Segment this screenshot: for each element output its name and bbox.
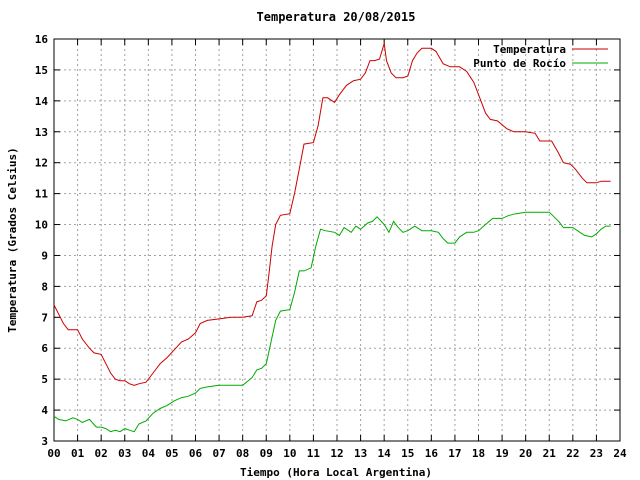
y-tick-label: 4 [41,404,48,417]
x-tick-label: 20 [519,447,532,460]
y-tick-label: 11 [35,188,49,201]
y-tick-label: 10 [35,219,48,232]
y-tick-label: 8 [41,280,48,293]
x-tick-label: 21 [543,447,557,460]
x-tick-label: 16 [425,447,439,460]
y-tick-label: 13 [35,126,48,139]
y-axis: 3 4 5 6 7 8 9 10 11 12 13 14 15 16 [35,33,620,448]
x-tick-label: 09 [260,447,273,460]
y-tick-label: 6 [41,342,48,355]
series-line-punto-de-rocio [53,211,611,433]
x-tick-label: 12 [330,447,343,460]
y-tick-label: 12 [35,157,48,170]
x-tick-label: 08 [236,447,249,460]
chart-title: Temperatura 20/08/2015 [257,10,416,24]
x-tick-label: 07 [212,447,225,460]
x-tick-label: 22 [566,447,579,460]
x-tick-label: 23 [590,447,603,460]
legend-label: Temperatura [493,43,566,56]
x-axis: 00 01 02 03 04 05 06 07 08 09 10 11 12 13 14 15 16 17 18 19… [47,39,627,460]
series-lines [53,43,611,433]
y-tick-label: 16 [35,33,49,46]
x-tick-label: 03 [118,447,131,460]
y-tick-label: 5 [41,373,48,386]
x-tick-label: 17 [448,447,461,460]
x-tick-label: 06 [189,447,203,460]
x-tick-label: 04 [142,447,156,460]
legend-label: Punto de Rocío [473,57,566,70]
x-tick-label: 10 [283,447,296,460]
x-tick-label: 13 [354,447,367,460]
y-tick-label: 14 [35,95,49,108]
x-tick-label: 01 [71,447,85,460]
y-tick-label: 7 [41,311,48,324]
x-tick-label: 24 [613,447,627,460]
x-axis-label: Tiempo (Hora Local Argentina) [240,466,432,479]
y-tick-label: 9 [41,249,48,262]
series-line-temperatura [53,43,611,386]
y-tick-label: 3 [41,435,48,448]
x-tick-label: 15 [401,447,414,460]
x-tick-label: 02 [95,447,108,460]
x-tick-label: 00 [47,447,60,460]
x-tick-label: 18 [472,447,485,460]
x-tick-label: 14 [378,447,392,460]
y-axis-label: Temperatura (Grados Celsius) [6,147,19,332]
x-tick-label: 19 [495,447,508,460]
y-tick-label: 15 [35,64,48,77]
x-tick-label: 05 [165,447,178,460]
x-tick-label: 11 [307,447,321,460]
